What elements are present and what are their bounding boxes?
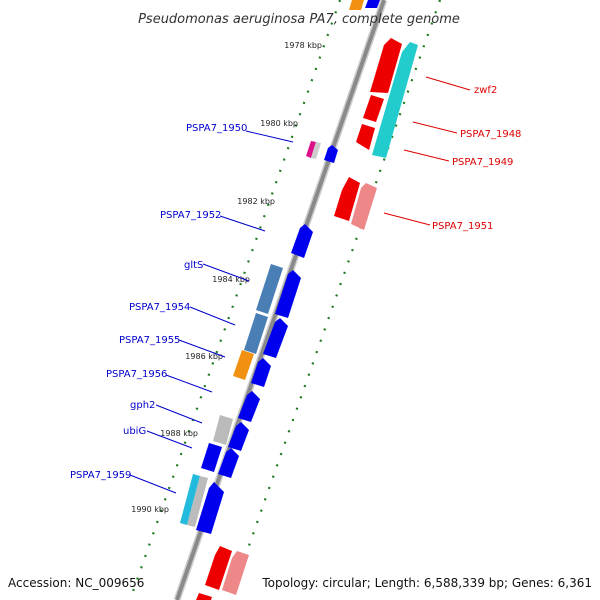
- label-leader-line: [219, 215, 266, 232]
- label-leader-line: [202, 263, 250, 282]
- topology-text: Topology: circular; Length: 6,588,339 bp…: [261, 576, 592, 590]
- gene-arrow[interactable]: [196, 482, 224, 534]
- gene-arrow[interactable]: [263, 318, 288, 358]
- gene-arrow[interactable]: [218, 448, 239, 478]
- gene-pspa7-1951[interactable]: [334, 177, 360, 221]
- tick-label: 1986 kbp: [185, 352, 223, 361]
- gene-pspa7-1954[interactable]: [244, 313, 268, 354]
- gene-label-glts[interactable]: gltS: [184, 260, 203, 271]
- gene-label-pspa7-1956[interactable]: PSPA7_1956: [106, 369, 167, 380]
- tick-label: 1984 kbp: [212, 275, 250, 284]
- gene-arrow[interactable]: [365, 0, 380, 8]
- gene-arrow[interactable]: [311, 142, 321, 159]
- gene-arrow[interactable]: [251, 358, 271, 387]
- inner-feature-track: [228, 0, 442, 600]
- label-leader-line: [189, 306, 236, 326]
- gene-pspa7-1955[interactable]: [233, 350, 254, 380]
- gene-pspa7-1948[interactable]: [363, 95, 384, 122]
- gene-label-pspa7-1952[interactable]: PSPA7_1952: [160, 210, 221, 221]
- gene-label-ubig[interactable]: ubiG: [123, 426, 146, 437]
- gene-label-pspa7-1955[interactable]: PSPA7_1955: [119, 335, 180, 346]
- gene-label-pspa7-1959[interactable]: PSPA7_1959: [70, 470, 131, 481]
- gene-arrow[interactable]: [275, 270, 301, 318]
- tick-label: 1980 kbp: [260, 119, 298, 128]
- gene-gph2[interactable]: [213, 415, 233, 445]
- outer-feature-track: [128, 0, 342, 600]
- gene-label-gph2[interactable]: gph2: [130, 400, 155, 411]
- gene-arrow[interactable]: [222, 551, 249, 595]
- gene-pspa7-1950[interactable]: [306, 141, 316, 158]
- label-leader-line: [425, 76, 471, 91]
- gene-pspa7-1959[interactable]: [180, 474, 200, 525]
- label-leader-line: [146, 430, 193, 449]
- gene-ubig[interactable]: [201, 443, 222, 472]
- accession-text: Accession: NC_009656: [8, 576, 144, 590]
- gene-arrow[interactable]: [349, 0, 364, 10]
- gene-pspa7-1949[interactable]: [356, 124, 375, 150]
- gene-arrow[interactable]: [372, 42, 418, 158]
- gene-pspa7-1956[interactable]: [238, 391, 260, 422]
- label-leader-line: [178, 339, 226, 358]
- gene-pspa7-1952[interactable]: [291, 224, 313, 258]
- reverse-strand-genes: [196, 38, 418, 600]
- label-leader-line: [129, 474, 177, 494]
- label-leader-line: [403, 149, 450, 162]
- label-leader-line: [165, 374, 213, 393]
- gene-arrow[interactable]: [187, 476, 208, 527]
- gene-arrow[interactable]: [205, 546, 232, 590]
- gene-label-pspa7-1948[interactable]: PSPA7_1948: [460, 129, 521, 140]
- gene-label-zwf2[interactable]: zwf2: [474, 85, 497, 96]
- label-leader-line: [412, 121, 458, 134]
- tick-label: 1978 kbp: [284, 41, 322, 50]
- gene-glts[interactable]: [256, 264, 283, 314]
- label-leader-line: [383, 212, 431, 226]
- tick-label: 1988 kbp: [160, 429, 198, 438]
- gene-label-pspa7-1950[interactable]: PSPA7_1950: [186, 123, 247, 134]
- gene-label-pspa7-1949[interactable]: PSPA7_1949: [452, 157, 513, 168]
- label-leader-line: [245, 130, 294, 143]
- tick-label: 1990 kbp: [131, 505, 169, 514]
- forward-gene-labels: PSPA7_1950 PSPA7_1952 gltS PSPA7_1954 PS…: [70, 123, 294, 494]
- gene-arrow[interactable]: [324, 145, 338, 163]
- map-title: Pseudomonas aeruginosa PA7, complete gen…: [138, 12, 460, 27]
- gene-label-pspa7-1951[interactable]: PSPA7_1951: [432, 221, 493, 232]
- forward-strand-genes: [180, 0, 380, 534]
- gene-arrow[interactable]: [196, 593, 212, 600]
- gene-arrow[interactable]: [351, 183, 377, 230]
- gene-arrow[interactable]: [228, 422, 249, 451]
- gene-zwf2[interactable]: [370, 38, 402, 93]
- reverse-gene-labels: zwf2 PSPA7_1948 PSPA7_1949 PSPA7_1951: [383, 76, 521, 232]
- tick-label: 1982 kbp: [237, 197, 275, 206]
- gene-label-pspa7-1954[interactable]: PSPA7_1954: [129, 302, 190, 313]
- tick-labels: 1978 kbp 1980 kbp 1982 kbp 1984 kbp 1986…: [131, 41, 322, 514]
- label-leader-line: [155, 404, 203, 424]
